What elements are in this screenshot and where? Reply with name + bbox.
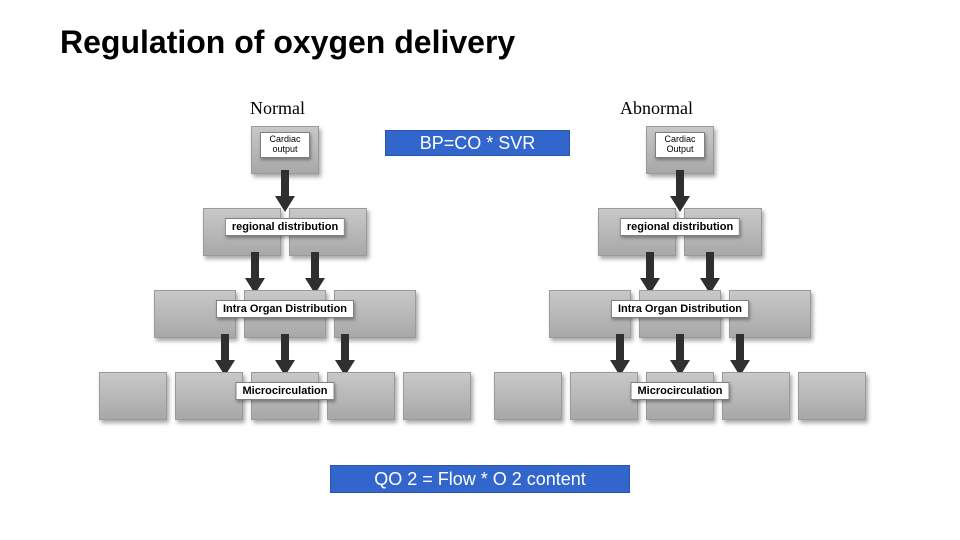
page-title: Regulation of oxygen delivery (60, 24, 515, 61)
level-label-cardiac-output: Cardiac Output (655, 132, 705, 158)
down-arrow-icon (277, 170, 293, 212)
pyramid-block (327, 372, 395, 420)
arrow-group (85, 334, 485, 376)
pyramid-abnormal: Cardiac Output regional distribution Int… (480, 126, 880, 451)
down-arrow-icon (217, 334, 233, 376)
pyramid-normal: Cardiac output regional distribution Int… (85, 126, 485, 451)
level-label-intra-organ: Intra Organ Distribution (611, 300, 749, 318)
column-label-normal: Normal (250, 98, 305, 119)
pyramid-block (570, 372, 638, 420)
pyramid-block (494, 372, 562, 420)
level-label-cardiac-output: Cardiac output (260, 132, 310, 158)
arrow-group (85, 170, 485, 212)
pyramid-block (403, 372, 471, 420)
level-label-intra-organ: Intra Organ Distribution (216, 300, 354, 318)
callout-qo2-formula: QO 2 = Flow * O 2 content (330, 465, 630, 493)
column-label-abnormal: Abnormal (620, 98, 693, 119)
pyramid-block (798, 372, 866, 420)
pyramid-block (175, 372, 243, 420)
down-arrow-icon (337, 334, 353, 376)
level-label-regional: regional distribution (620, 218, 740, 236)
level-label-microcirculation: Microcirculation (236, 382, 335, 400)
arrow-group (85, 252, 485, 294)
down-arrow-icon (732, 334, 748, 376)
level-label-regional: regional distribution (225, 218, 345, 236)
pyramid-block (99, 372, 167, 420)
down-arrow-icon (642, 252, 658, 294)
down-arrow-icon (672, 170, 688, 212)
arrow-group (480, 334, 880, 376)
down-arrow-icon (702, 252, 718, 294)
callout-bp-formula: BP=CO * SVR (385, 130, 570, 156)
arrow-group (480, 252, 880, 294)
down-arrow-icon (307, 252, 323, 294)
level-label-microcirculation: Microcirculation (631, 382, 730, 400)
arrow-group (480, 170, 880, 212)
down-arrow-icon (672, 334, 688, 376)
down-arrow-icon (247, 252, 263, 294)
pyramid-block (722, 372, 790, 420)
down-arrow-icon (612, 334, 628, 376)
down-arrow-icon (277, 334, 293, 376)
